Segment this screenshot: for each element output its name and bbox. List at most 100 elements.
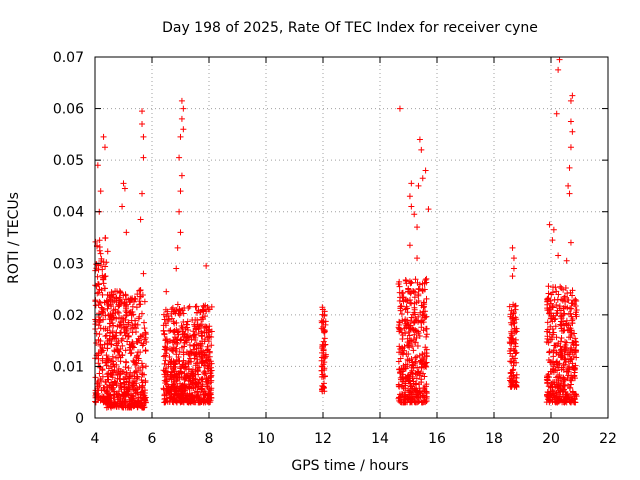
data-point [160,327,167,334]
data-point [106,292,113,299]
data-point [96,243,103,250]
data-point [399,373,406,380]
data-point [572,335,579,342]
data-point [124,338,131,345]
data-point [510,265,517,272]
data-point [129,383,136,390]
data-point [172,390,179,397]
data-point [198,342,205,349]
data-point [548,336,555,343]
data-point [95,281,102,288]
data-point [129,329,136,336]
data-point [161,399,168,406]
data-point [125,333,132,340]
data-point [139,371,146,378]
data-point [132,390,139,397]
data-point [512,314,519,321]
data-point [140,133,147,140]
data-point [418,324,425,331]
data-point [511,319,518,326]
data-point [546,399,553,406]
data-point [545,290,552,297]
data-point [102,263,109,270]
data-point [130,393,137,400]
data-point [423,346,430,353]
data-point [405,351,412,358]
data-point [396,343,403,350]
data-point [105,376,112,383]
data-point [176,208,183,215]
data-point [117,395,124,402]
data-point [110,307,117,314]
data-point [201,351,208,358]
data-point [136,293,143,300]
data-point [563,393,570,400]
data-point [177,188,184,195]
data-point [207,379,214,386]
data-point [101,285,108,292]
data-point [562,356,569,363]
data-point [113,391,120,398]
data-point [545,373,552,380]
data-point [110,322,117,329]
data-point [512,302,519,309]
data-point [404,339,411,346]
data-point [93,265,100,272]
data-point [174,376,181,383]
data-point [320,353,327,360]
data-point [183,321,190,328]
data-point [107,310,114,317]
data-point [423,325,430,332]
data-point [545,310,552,317]
data-point [109,386,116,393]
data-point [198,358,205,365]
data-point [193,326,200,333]
data-point [196,376,203,383]
data-point [407,318,414,325]
data-point [409,395,416,402]
data-point [543,339,550,346]
data-point [102,325,109,332]
data-point [549,237,556,244]
data-point [418,376,425,383]
data-point [98,377,105,384]
data-point [190,342,197,349]
data-point [409,361,416,368]
data-point [423,275,430,282]
data-point [142,348,149,355]
data-point [551,316,558,323]
data-point [569,339,576,346]
data-point [172,360,179,367]
data-point [401,318,408,325]
data-point [567,355,574,362]
data-point [121,185,128,192]
data-point [169,383,176,390]
data-point [190,385,197,392]
data-point [507,334,514,341]
data-point [115,354,122,361]
data-point [555,291,562,298]
data-point [423,333,430,340]
data-point [192,337,199,344]
data-point [173,356,180,363]
data-point [550,353,557,360]
data-point [199,355,206,362]
data-point [139,190,146,197]
data-point [95,280,102,287]
data-point [134,339,141,346]
data-point [111,347,118,354]
data-point [411,300,418,307]
data-point [406,325,413,332]
data-point [414,224,421,231]
data-point [108,379,115,386]
data-point [423,363,430,370]
data-point [113,342,120,349]
data-point [197,308,204,315]
data-point [139,363,146,370]
data-point [171,394,178,401]
data-point [396,369,403,376]
data-point [566,366,573,373]
data-point [513,382,520,389]
data-point [127,350,134,357]
data-point [117,358,124,365]
